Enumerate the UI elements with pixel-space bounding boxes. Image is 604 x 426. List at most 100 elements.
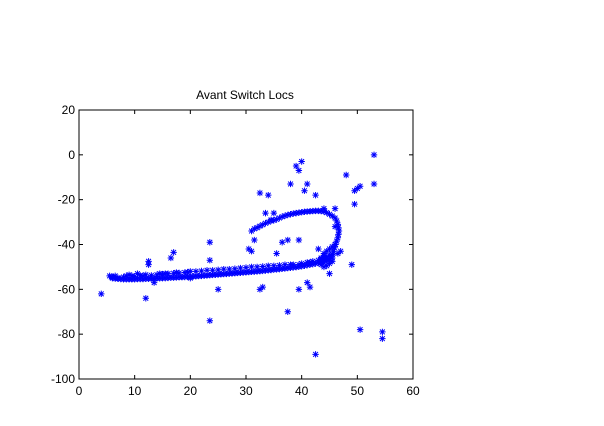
scatter-point [334,250,342,257]
scatter-point [198,267,205,275]
scatter-point [187,268,194,275]
scatter-point [323,262,330,269]
scatter-point [184,268,191,276]
scatter-point [330,248,337,255]
scatter-point [270,262,278,269]
scatter-point [256,286,264,293]
scatter-point [334,221,342,228]
scatter-point [320,252,328,259]
scatter-point [329,243,336,250]
scatter-point [304,261,311,269]
scatter-point [145,258,152,265]
scatter-point [142,271,149,278]
scatter-point [281,261,289,268]
scatter-point [278,213,286,220]
scatter-point [334,234,342,241]
scatter-point [315,259,322,267]
scatter-point [331,214,339,222]
scatter-point [295,167,303,174]
scatter-point [262,220,269,227]
scatter-point [320,259,328,266]
scatter-point [214,286,222,293]
scatter-point [164,270,172,277]
scatter-point [273,216,280,223]
scatter-point [356,183,364,190]
y-tick-label: -20 [58,193,76,207]
scatter-point [209,267,216,274]
scatter-point [326,270,333,277]
scatter-point [301,187,308,194]
plot-area [78,109,414,380]
scatter-point [262,209,269,217]
scatter-point [304,180,311,188]
scatter-point [370,180,378,188]
scatter-point [273,250,280,257]
scatter-point [370,151,378,159]
scatter-point [292,162,300,170]
scatter-point [242,264,250,271]
chart-title: Avant Switch Locs [196,88,294,102]
y-tick-label: -60 [58,282,76,296]
scatter-point [295,286,303,293]
y-axis: 20 0 -20 -40 -60 -80 -100 [51,103,413,386]
scatter-point [312,191,319,199]
scatter-point [335,231,342,238]
scatter-point [329,212,336,220]
scatter-point [276,214,283,222]
scatter-point [348,261,355,268]
scatter-point [354,185,361,192]
scatter-point [315,245,322,253]
scatter-point [343,171,350,179]
y-tick-label: -100 [51,372,75,386]
scatter-point [331,241,339,248]
scatter-point [281,212,289,220]
x-tick-label: 50 [351,384,365,398]
scatter-point [335,224,342,231]
scatter-point [276,262,283,269]
scatter-point [167,254,175,262]
scatter-point [265,218,272,226]
scatter-point [351,187,358,194]
scatter-point [245,245,252,253]
scatter-point [248,263,255,271]
scatter-point [326,245,333,253]
scatter-point [248,227,255,235]
y-tick-label: 20 [62,103,76,117]
scatter-point [256,222,264,230]
scatter-point [304,279,311,286]
x-tick-label: 40 [295,384,309,398]
scatter-point [331,205,339,212]
scatter-point [320,208,328,215]
scatter-point [337,248,344,255]
scatter-point [267,217,275,225]
scatter-point [231,265,239,272]
scatter-point [379,335,386,342]
scatter-point [259,263,266,270]
scatter-point [259,283,266,291]
scatter-point [125,271,133,278]
scatter-point [329,258,336,265]
scatter-point [270,209,278,217]
scatter-point [326,256,333,264]
scatter-point [123,272,130,280]
scatter-point [356,326,364,333]
scatter-point [333,217,340,225]
scatter-point [251,236,258,244]
scatter-point [326,260,333,267]
scatter-point [206,239,214,246]
x-tick-label: 30 [239,384,253,398]
scatter-point [176,269,183,277]
scatter-point [145,261,152,268]
scatter-point [248,248,255,255]
scatter-point [298,158,305,165]
scatter-point [108,273,115,281]
y-tick-label: -40 [58,238,76,252]
scatter-point [270,217,278,224]
data-series [98,151,386,358]
scatter-point [323,255,330,263]
scatter-point [256,189,264,197]
scatter-point [329,254,336,262]
scatter-point [153,271,161,278]
scatter-point [226,265,233,273]
